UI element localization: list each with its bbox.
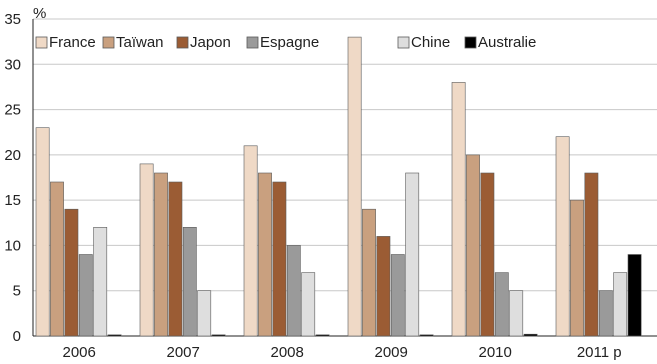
y-tick-label: 0 — [13, 328, 21, 345]
y-tick-label: 20 — [4, 147, 21, 164]
bar-japon-2011-p — [584, 172, 599, 337]
x-tick-label: 2008 — [271, 344, 304, 361]
y-axis-ticks: 0 5 10 15 20 25 30 35 — [4, 11, 21, 345]
y-tick-label: 5 — [13, 283, 21, 300]
bar-chine-2011-p — [613, 272, 628, 337]
bar-australie-2011-p — [627, 254, 642, 337]
bar-france-2007 — [139, 163, 154, 337]
bar-ta-wan-2006 — [50, 181, 64, 337]
bar-france-2010 — [451, 82, 466, 337]
bar-chine-2009 — [405, 172, 420, 337]
bar-australie-2008 — [315, 334, 330, 337]
x-tick-label: 2011 p — [577, 344, 622, 361]
bar-ta-wan-2010 — [466, 154, 480, 337]
x-tick-label: 2006 — [63, 344, 96, 361]
legend-label: Japon — [190, 34, 231, 51]
bar-ta-wan-2007 — [154, 172, 168, 337]
bar-chine-2007 — [197, 290, 212, 337]
x-axis-ticks: 2006 2007 2008 2009 2010 2011 p — [63, 344, 622, 361]
y-tick-label: 35 — [4, 11, 21, 28]
legend-swatch — [35, 36, 48, 49]
bar-australie-2007 — [211, 334, 226, 337]
legend: France Taïwan Japon Espagne Chine Australie — [35, 34, 536, 51]
y-axis-unit: % — [33, 5, 46, 22]
x-tick-label: 2009 — [375, 344, 408, 361]
bar-japon-2006 — [64, 208, 79, 337]
bar-australie-2010 — [523, 333, 538, 337]
bar-espagne-2011-p — [598, 290, 613, 337]
bar-espagne-2007 — [182, 227, 197, 337]
bar-japon-2010 — [480, 172, 495, 337]
x-tick-label: 2010 — [479, 344, 512, 361]
bar-chine-2008 — [301, 272, 316, 337]
legend-swatch — [176, 36, 189, 49]
bar-australie-2006 — [107, 334, 122, 337]
bar-australie-2009 — [419, 334, 434, 337]
legend-label: Espagne — [260, 34, 319, 51]
x-tick-label: 2007 — [167, 344, 200, 361]
legend-label: France — [49, 34, 96, 51]
bar-espagne-2008 — [286, 245, 301, 337]
y-tick-label: 25 — [4, 102, 21, 119]
bar-espagne-2009 — [390, 254, 405, 337]
bar-france-2011-p — [555, 136, 570, 337]
legend-label: Australie — [478, 34, 536, 51]
bar-france-2008 — [243, 145, 258, 337]
bar-espagne-2010 — [494, 272, 509, 337]
bar-france-2009 — [347, 36, 362, 337]
bar-ta-wan-2008 — [258, 172, 272, 337]
bar-japon-2007 — [168, 181, 183, 337]
bar-ta-wan-2009 — [362, 208, 376, 337]
legend-swatch — [246, 36, 259, 49]
bar-japon-2008 — [272, 181, 287, 337]
legend-label: Taïwan — [116, 34, 164, 51]
legend-swatch — [397, 36, 410, 49]
legend-label: Chine — [411, 34, 450, 51]
bar-france-2006 — [35, 127, 50, 337]
y-tick-label: 15 — [4, 192, 21, 209]
legend-swatch — [102, 36, 115, 49]
bar-chine-2010 — [509, 290, 524, 337]
legend-swatch — [464, 36, 477, 49]
y-tick-label: 10 — [4, 237, 21, 254]
bar-ta-wan-2011-p — [570, 199, 584, 337]
gridlines — [32, 18, 657, 337]
bar-japon-2009 — [376, 236, 391, 337]
bar-espagne-2006 — [78, 254, 93, 337]
bars — [35, 36, 642, 337]
bar-chine-2006 — [93, 227, 108, 337]
y-tick-label: 30 — [4, 56, 21, 73]
